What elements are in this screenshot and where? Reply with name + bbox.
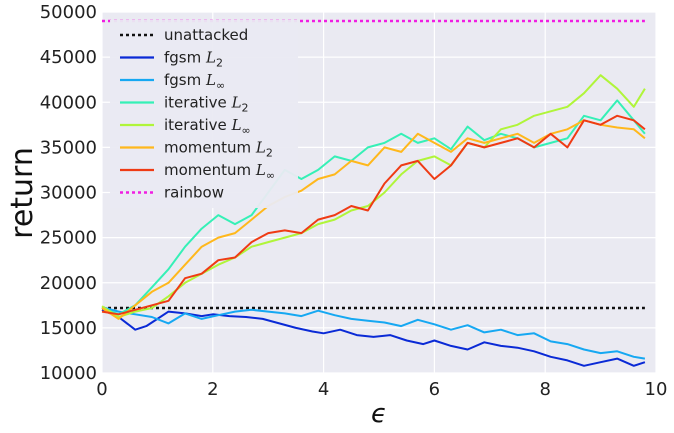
y-axis-ticks: 10000 15000 20000 25000 30000 35000 40000 45000… <box>40 2 97 384</box>
series-line-iterative-l- <box>101 74 646 318</box>
y-tick-label-3: 25000 <box>40 228 97 249</box>
x-tick-label-4: 8 <box>539 379 550 400</box>
x-tick-label-0: 0 <box>96 379 107 400</box>
y-tick-label-1: 15000 <box>40 318 97 339</box>
x-tick-label-5: 10 <box>645 379 668 400</box>
series-line-fgsm-l2 <box>101 308 646 367</box>
legend-label-1: fgsm L2 <box>164 49 223 70</box>
legend-box <box>110 20 298 208</box>
series-line-fgsm-l- <box>101 306 646 360</box>
x-axis-ticks: 0 2 4 6 8 10 <box>96 379 667 400</box>
x-axis-label: ϵ <box>371 399 387 429</box>
legend-label-7: rainbow <box>164 184 224 202</box>
series-line-momentum-l2 <box>101 119 646 320</box>
x-tick-label-2: 4 <box>318 379 329 400</box>
legend-label-3: iterative L2 <box>164 94 249 115</box>
y-tick-label-6: 40000 <box>40 92 97 113</box>
x-tick-label-3: 6 <box>429 379 440 400</box>
x-tick-label-1: 2 <box>207 379 218 400</box>
y-tick-label-0: 10000 <box>40 363 97 384</box>
y-tick-label-5: 35000 <box>40 137 97 158</box>
y-tick-label-4: 30000 <box>40 183 97 204</box>
y-tick-label-7: 45000 <box>40 47 97 68</box>
y-tick-label-8: 50000 <box>40 2 97 23</box>
series-layer <box>101 19 646 367</box>
legend-label-0: unattacked <box>164 26 248 44</box>
legend-label-2: fgsm L∞ <box>164 71 225 92</box>
series-line-momentum-l- <box>101 114 646 316</box>
legend-label-6: momentum L∞ <box>164 161 275 182</box>
y-axis-label: return <box>5 147 40 239</box>
legend-label-4: iterative L∞ <box>164 116 251 137</box>
legend-label-5: momentum L2 <box>164 139 273 160</box>
y-tick-label-2: 20000 <box>40 273 97 294</box>
